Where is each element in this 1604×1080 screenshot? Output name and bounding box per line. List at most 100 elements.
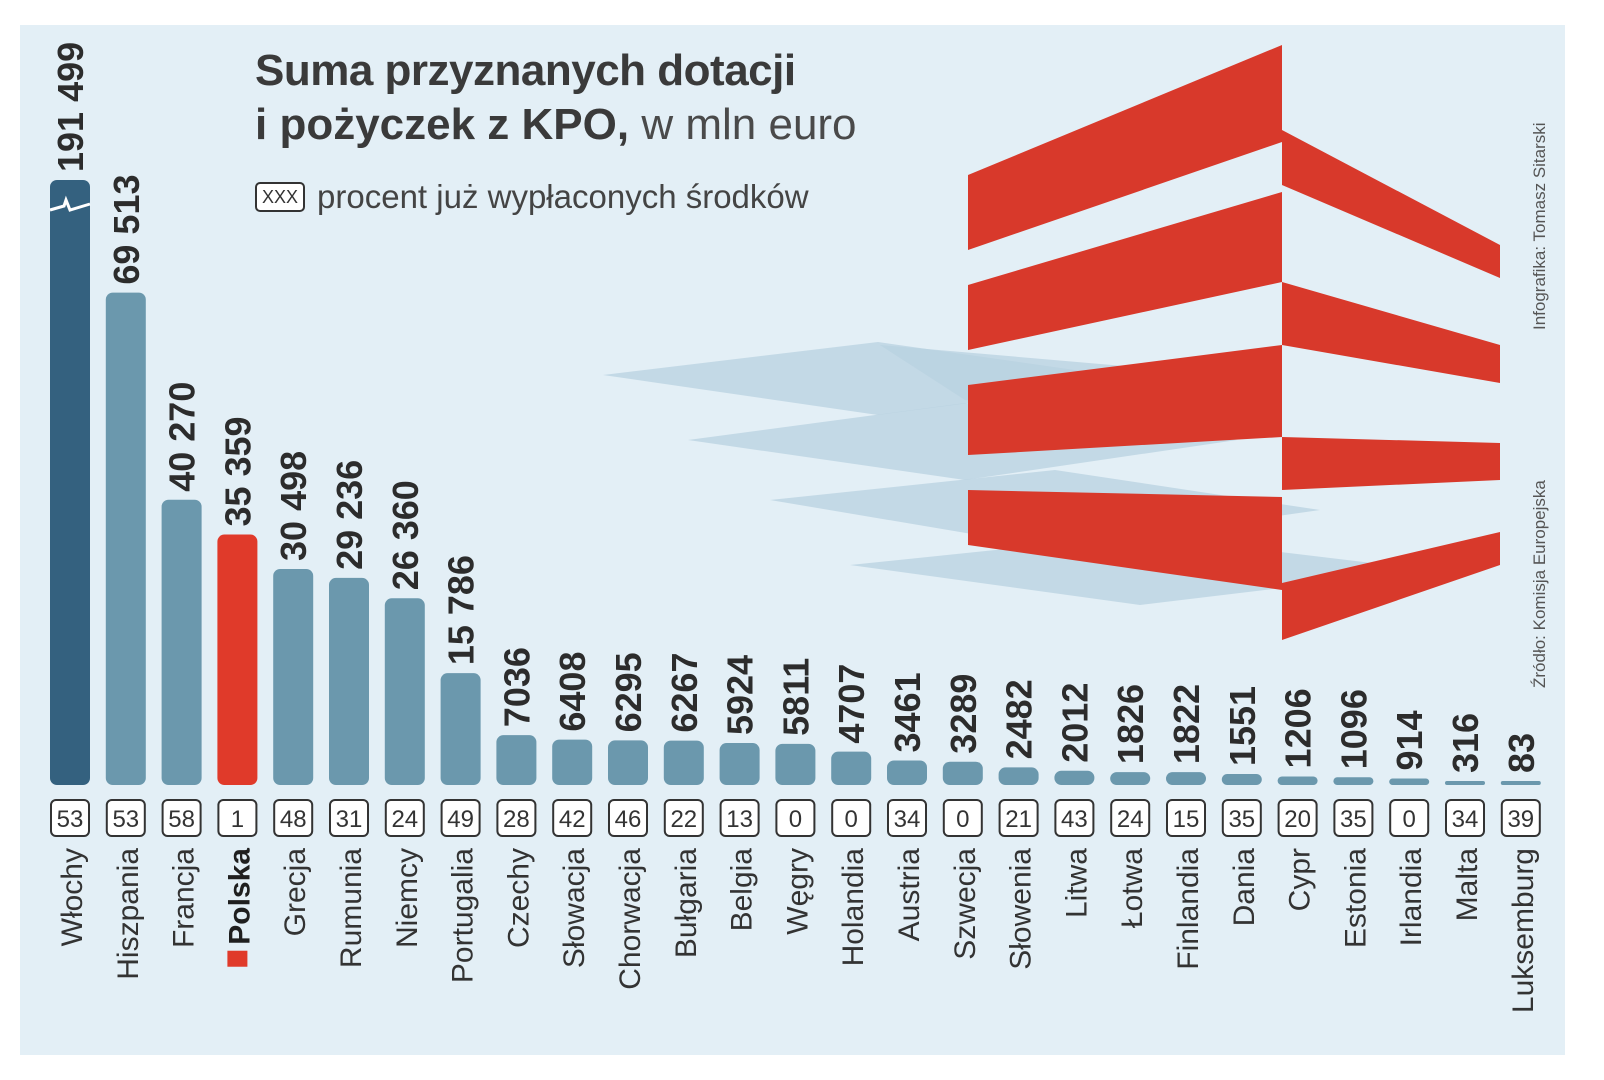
percent-box (1110, 799, 1151, 837)
percent-label: 49 (447, 806, 474, 833)
category-label: Cypr (1284, 848, 1317, 911)
legend: XXX procent już wypłaconych środków (255, 178, 809, 216)
category-label: Finlandia (1172, 848, 1205, 970)
chart-title: Suma przyznanych dotacji i pożyczek z KP… (255, 44, 857, 152)
bars-group: 191 499 53 Włochy 69 513 53 Hiszpania 40 270 58… (49, 42, 1542, 1013)
percent-box (552, 799, 593, 837)
percent-label: 53 (57, 806, 84, 833)
flag-stripe (1282, 130, 1500, 278)
flag-stripe (968, 45, 1282, 250)
bar (440, 673, 481, 785)
bar (1333, 777, 1374, 785)
percent-box (496, 799, 537, 837)
bar (384, 598, 425, 785)
title-unit: w mln euro (641, 100, 857, 149)
bar (329, 577, 369, 785)
category-label: Czechy (502, 848, 535, 948)
percent-box (1445, 799, 1485, 837)
category-label: Litwa (1060, 848, 1093, 918)
bar (1221, 774, 1262, 785)
flag-stripe (968, 345, 1282, 455)
bar (887, 760, 927, 785)
value-label: 30 498 (273, 451, 314, 561)
percent-label: 13 (726, 806, 753, 833)
value-label: 15 786 (441, 555, 482, 665)
value-label: 5811 (775, 658, 816, 736)
credits-group: Infografika: Tomasz Sitarski Źródło: Kom… (1530, 122, 1549, 688)
bar (1054, 770, 1095, 785)
value-label: 1822 (1166, 684, 1207, 764)
category-label: Portugalia (447, 848, 480, 983)
percent-box (1166, 799, 1206, 837)
legend-swatch-box: XXX (255, 182, 306, 212)
percent-label: 21 (1005, 806, 1032, 833)
percent-box (887, 799, 927, 837)
bar (1500, 781, 1541, 785)
value-label: 3289 (943, 674, 984, 754)
percent-label: 28 (503, 806, 530, 833)
category-label: Bułgaria (670, 848, 703, 958)
value-label: 316 (1445, 713, 1486, 773)
bar (719, 743, 760, 785)
bar (998, 767, 1039, 785)
percent-box (942, 799, 983, 837)
value-label: 3461 (887, 672, 928, 752)
percent-box (775, 799, 816, 837)
percent-box (217, 799, 258, 837)
percent-box (1333, 799, 1374, 837)
value-label: 40 270 (162, 382, 203, 492)
value-label: 69 513 (106, 175, 147, 285)
value-label: 2012 (1054, 683, 1095, 763)
category-label: Hiszpania (112, 848, 145, 980)
axis-break-mark (49, 195, 91, 212)
value-label: 35 359 (217, 416, 258, 526)
category-label: Austria (893, 848, 926, 942)
category-label: Łotwa (1116, 848, 1149, 928)
value-label: 6267 (664, 653, 705, 733)
value-label: 914 (1389, 710, 1430, 770)
percent-label: 48 (280, 806, 307, 833)
category-label: Szwecja (949, 848, 982, 960)
percent-label: 39 (1507, 806, 1534, 833)
percent-box (384, 799, 425, 837)
bar (50, 180, 90, 785)
category-label: Włochy (56, 848, 89, 946)
percent-label: 1 (231, 806, 244, 833)
percent-label: 20 (1284, 806, 1311, 833)
value-label: 26 360 (385, 480, 426, 590)
value-label: 6408 (552, 652, 593, 732)
category-label: Malta (1451, 848, 1484, 922)
category-label: Niemcy (391, 848, 424, 948)
category-label: Irlandia (1395, 848, 1428, 947)
bar (1277, 776, 1318, 785)
highlight-marker (227, 950, 248, 967)
percent-box (1054, 799, 1095, 837)
value-label: 1096 (1333, 689, 1374, 769)
flag-stripe (968, 192, 1282, 350)
percent-label: 35 (1340, 806, 1367, 833)
category-label: Polska (223, 848, 256, 945)
percent-label: 53 (112, 806, 139, 833)
value-label: 5924 (720, 655, 761, 735)
percent-box (329, 799, 369, 837)
category-label: Chorwacja (614, 848, 647, 990)
bar (217, 534, 258, 785)
bar (831, 751, 872, 785)
percent-label: 22 (670, 806, 697, 833)
category-label: Luksemburg (1507, 848, 1540, 1013)
flag-stripe (968, 490, 1282, 590)
percent-label: 34 (1452, 806, 1479, 833)
flag-stripe (1282, 282, 1500, 383)
title-line-2: i pożyczek z KPO, (255, 100, 630, 149)
value-label: 7036 (496, 647, 537, 727)
category-label: Słowacja (558, 848, 591, 968)
percent-box (105, 799, 146, 837)
category-label: Węgry (781, 848, 814, 935)
percent-box (161, 799, 202, 837)
percent-box (1277, 799, 1318, 837)
percent-label: 0 (1403, 806, 1416, 833)
category-label: Dania (1228, 848, 1261, 927)
bar (608, 740, 648, 785)
percent-label: 42 (559, 806, 586, 833)
category-label: Belgia (726, 848, 759, 932)
